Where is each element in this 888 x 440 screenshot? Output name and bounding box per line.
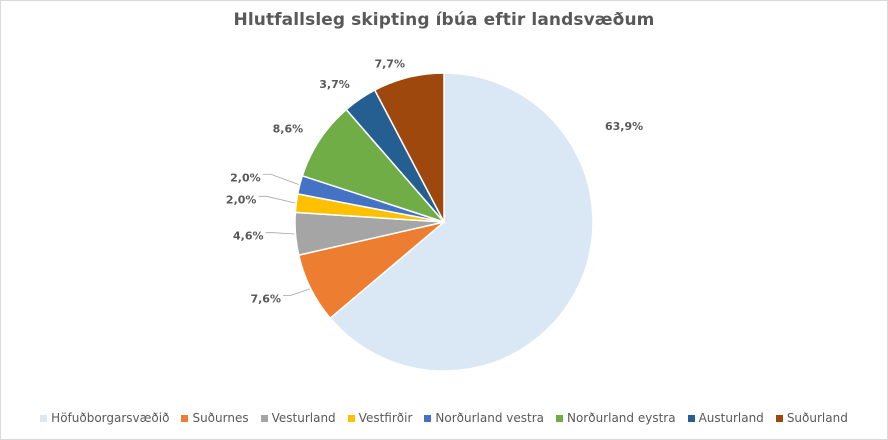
legend-swatch (775, 414, 783, 422)
data-label-vestfirdir: 2,0% (226, 193, 257, 206)
legend-item-sudurland: Suðurland (775, 411, 848, 425)
legend-item-hofudborgarsvaedid: Höfuðborgarsvæðið (40, 411, 169, 425)
legend-label: Suðurland (786, 411, 848, 425)
data-label-vesturland: 4,6% (233, 230, 264, 243)
data-label-hofudborgarsvaedid: 63,9% (605, 120, 643, 133)
legend-label: Norðurland vestra (435, 411, 544, 425)
legend-swatch (555, 414, 563, 422)
pie-slice-hofudborgarsvaedid (329, 72, 594, 372)
chart-title: Hlutfallsleg skipting íbúa eftir landsvæ… (233, 10, 655, 30)
leader-line-vestfirdir (258, 195, 296, 204)
leader-line-nordurland-vestra (262, 173, 299, 185)
legend-label: Vestfirðir (358, 411, 413, 425)
data-label-sudurnes: 7,6% (250, 292, 281, 305)
data-label-nordurland-vestra: 2,0% (230, 171, 261, 184)
legend-label: Norðurland eystra (566, 411, 676, 425)
legend-swatch (347, 414, 355, 422)
legend-item-vestfirdir: Vestfirðir (347, 411, 413, 425)
leader-line-vesturland (265, 232, 295, 235)
legend-label: Austurland (698, 411, 764, 425)
legend-item-nordurland-eystra: Norðurland eystra (555, 411, 676, 425)
leader-line-sudurnes (282, 288, 310, 296)
legend-label: Suðurnes (192, 411, 249, 425)
legend-swatch (424, 414, 432, 422)
legend-item-vesturland: Vesturland (260, 411, 336, 425)
legend-label: Vesturland (271, 411, 336, 425)
legend-swatch (181, 414, 189, 422)
legend-swatch (687, 414, 695, 422)
legend-swatch (40, 414, 48, 422)
legend-label: Höfuðborgarsvæðið (51, 411, 170, 425)
legend-swatch (260, 414, 268, 422)
legend-item-nordurland-vestra: Norðurland vestra (424, 411, 544, 425)
data-label-austurland: 3,7% (319, 78, 350, 91)
data-label-nordurland-eystra: 8,6% (273, 123, 304, 136)
legend-item-sudurnes: Suðurnes (181, 411, 249, 425)
data-label-sudurland: 7,7% (374, 58, 405, 71)
legend-item-austurland: Austurland (687, 411, 764, 425)
chart-legend: Höfuðborgarsvæðið Suðurnes Vesturland Vestf… (0, 411, 888, 425)
pie-slice-sudurland (373, 72, 445, 223)
